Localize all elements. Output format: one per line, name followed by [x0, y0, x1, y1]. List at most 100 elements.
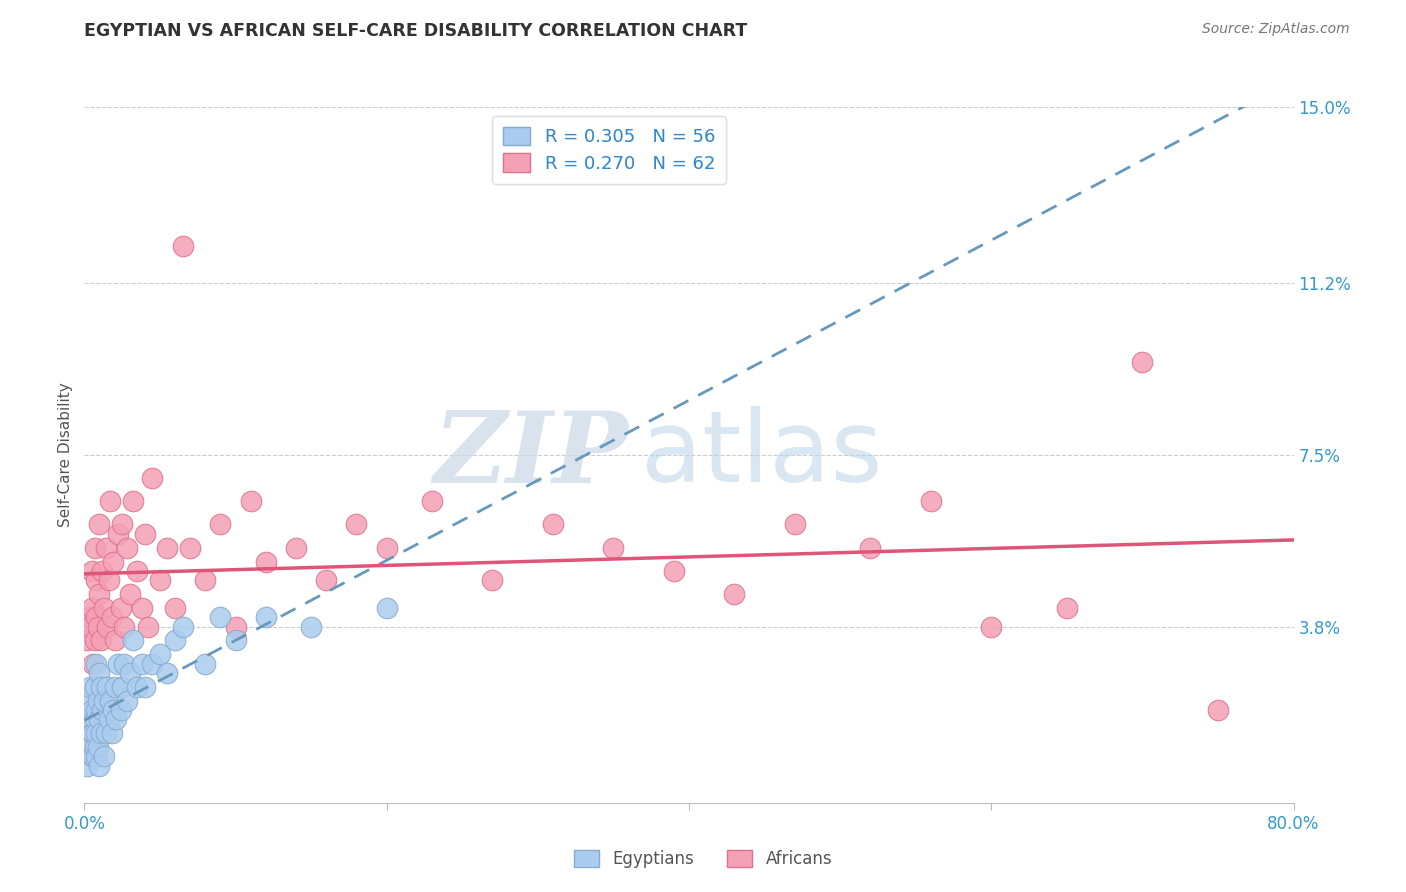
Point [194, 573, 217, 587]
Point [541, 517, 564, 532]
Point [98, 494, 121, 508]
Point [90, 680, 112, 694]
Point [77, 712, 100, 726]
Point [375, 601, 398, 615]
Point [105, 712, 128, 726]
Point [111, 680, 134, 694]
Point [284, 541, 308, 555]
Point [375, 541, 398, 555]
Point [87, 694, 110, 708]
Point [134, 680, 156, 694]
Point [84, 712, 107, 726]
Point [209, 610, 232, 624]
Point [101, 555, 124, 569]
Point [118, 665, 141, 680]
Point [91, 564, 114, 578]
Point [87, 740, 110, 755]
Text: Source: ZipAtlas.com: Source: ZipAtlas.com [1202, 22, 1350, 37]
Point [79, 619, 101, 633]
Point [602, 541, 624, 555]
Point [76, 758, 98, 772]
Point [93, 694, 115, 708]
Point [98, 694, 121, 708]
Point [77, 610, 100, 624]
Point [97, 712, 120, 726]
Point [89, 712, 111, 726]
Point [86, 610, 108, 624]
Point [80, 703, 103, 717]
Point [79, 680, 101, 694]
Point [107, 526, 129, 541]
Point [194, 657, 217, 671]
Point [80, 726, 103, 740]
Point [920, 494, 942, 508]
Point [111, 517, 134, 532]
Point [299, 619, 322, 633]
Point [82, 726, 104, 740]
Point [84, 541, 107, 555]
Point [225, 633, 247, 648]
Point [86, 703, 108, 717]
Point [131, 601, 153, 615]
Legend: Egyptians, Africans: Egyptians, Africans [567, 843, 839, 875]
Point [91, 703, 114, 717]
Point [84, 633, 107, 648]
Point [723, 587, 745, 601]
Point [96, 680, 118, 694]
Point [97, 573, 120, 587]
Point [141, 657, 163, 671]
Point [84, 680, 107, 694]
Point [315, 573, 337, 587]
Point [225, 619, 247, 633]
Point [127, 564, 149, 578]
Point [481, 573, 503, 587]
Point [783, 517, 806, 532]
Point [82, 749, 104, 764]
Point [156, 541, 179, 555]
Point [980, 619, 1002, 633]
Point [101, 703, 124, 717]
Legend: R = 0.305   N = 56, R = 0.270   N = 62: R = 0.305 N = 56, R = 0.270 N = 62 [492, 116, 725, 184]
Point [136, 619, 159, 633]
Text: ZIP: ZIP [433, 407, 628, 503]
Point [104, 680, 127, 694]
Point [86, 657, 108, 671]
Point [80, 601, 103, 615]
Point [141, 471, 163, 485]
Point [209, 517, 232, 532]
Point [82, 657, 104, 671]
Point [1056, 601, 1078, 615]
Point [149, 648, 172, 662]
Point [149, 573, 172, 587]
Point [115, 541, 138, 555]
Point [94, 726, 117, 740]
Point [89, 587, 111, 601]
Point [86, 573, 108, 587]
Point [134, 526, 156, 541]
Point [127, 680, 149, 694]
Point [118, 587, 141, 601]
Point [86, 726, 108, 740]
Point [1130, 355, 1153, 369]
Point [84, 740, 107, 755]
Point [77, 740, 100, 755]
Point [110, 703, 132, 717]
Point [110, 601, 132, 615]
Point [346, 517, 368, 532]
Point [420, 494, 443, 508]
Point [239, 494, 262, 508]
Point [121, 633, 143, 648]
Point [172, 239, 194, 253]
Point [90, 726, 112, 740]
Point [89, 665, 111, 680]
Point [112, 619, 135, 633]
Point [254, 555, 277, 569]
Point [163, 633, 186, 648]
Point [80, 749, 103, 764]
Point [93, 601, 115, 615]
Point [254, 610, 277, 624]
Point [89, 758, 111, 772]
Point [1206, 703, 1229, 717]
Point [100, 610, 122, 624]
Point [172, 619, 194, 633]
